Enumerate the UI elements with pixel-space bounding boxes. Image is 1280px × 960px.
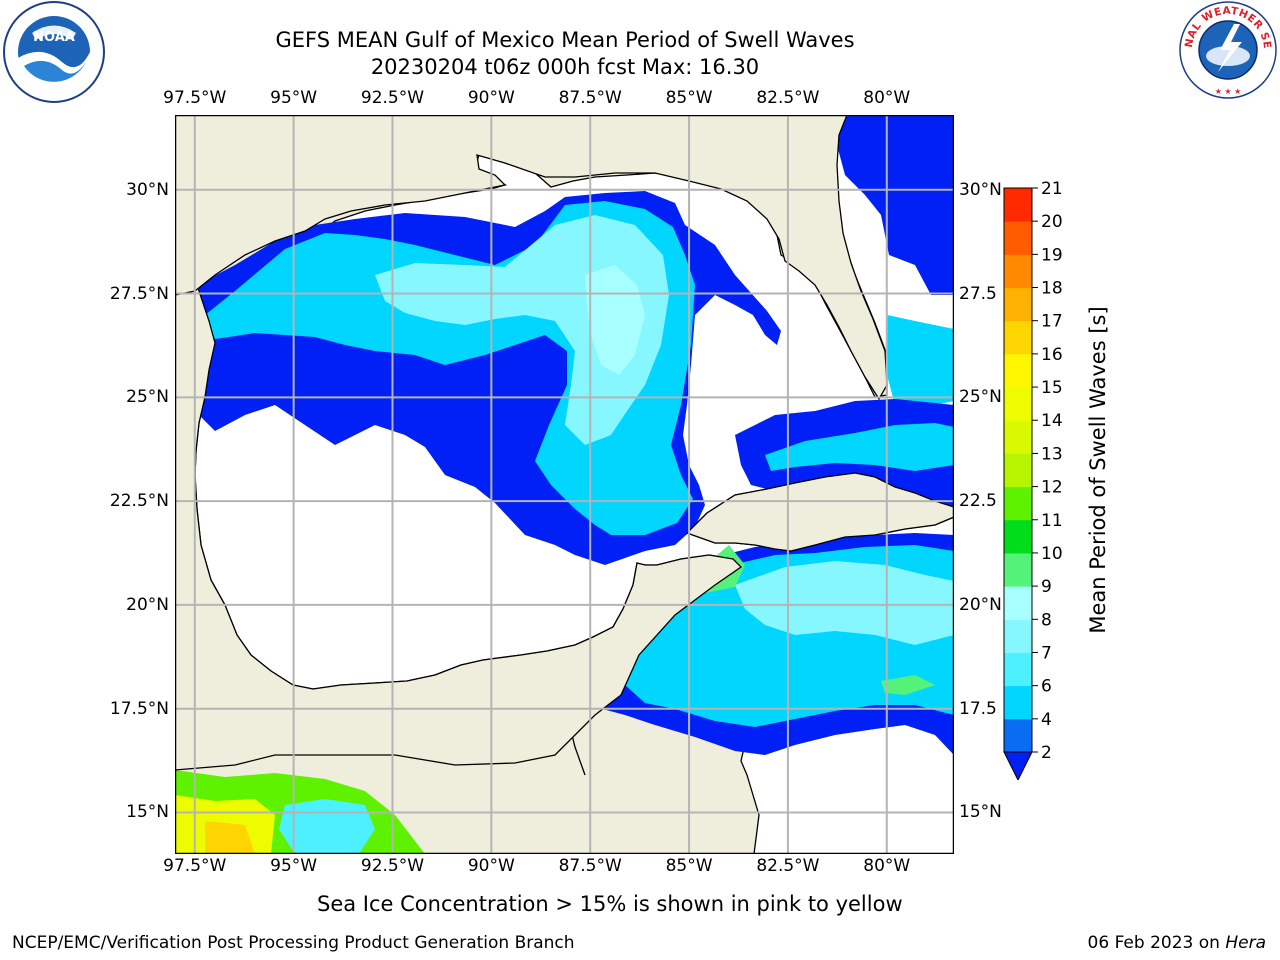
latitude-label-right: 27.5 — [959, 283, 997, 304]
longitude-label-top: 95°W — [270, 88, 318, 108]
colorbar-box — [1004, 453, 1032, 488]
colorbar-tick-label: 14 — [1041, 411, 1063, 431]
latitude-label-left: 30°N — [126, 179, 169, 200]
longitude-label-top: 87.5°W — [558, 88, 622, 108]
footer-host: Hera — [1225, 933, 1266, 953]
longitude-label-bottom: 85°W — [665, 856, 713, 876]
latitude-label-right: 22.5 — [959, 491, 997, 512]
colorbar-tick-label: 12 — [1041, 478, 1063, 498]
map-border — [175, 115, 954, 854]
colorbar-box — [1004, 353, 1032, 388]
nws-logo: NATIONAL WEATHER SERVICE ★ ★ ★ — [1178, 0, 1277, 99]
colorbar-box — [1004, 387, 1032, 421]
svg-text:★ ★ ★: ★ ★ ★ — [1215, 87, 1242, 96]
chart-title: GEFS MEAN Gulf of Mexico Mean Period of … — [275, 28, 855, 52]
colorbar-tick-label: 19 — [1041, 245, 1063, 265]
latitude-label-right: 17.5 — [959, 698, 997, 719]
colorbar-box — [1004, 586, 1032, 620]
colorbar-ticks: 2 4 6 7 8 9 10 11 12 13 14 15 16 17 18 19 20 21 — [1032, 180, 1063, 763]
latitude-label-right: 20°N — [959, 594, 1002, 615]
graticule — [175, 115, 954, 854]
longitude-label-top: 90°W — [467, 88, 515, 108]
colorbar-box — [1004, 718, 1032, 753]
colorbar-tick-label: 7 — [1041, 643, 1052, 663]
footer-date-text: 06 Feb 2023 on — [1087, 933, 1226, 953]
colorbar-tick-label: 10 — [1041, 544, 1063, 564]
colorbar-box — [1004, 287, 1032, 322]
colorbar-box — [1004, 221, 1032, 255]
latitude-label-left: 27.5°N — [109, 283, 169, 304]
longitude-label-bottom: 80°W — [863, 856, 911, 876]
colorbar-box — [1004, 685, 1032, 720]
colorbar-box — [1004, 486, 1032, 521]
latitude-label-left: 22.5°N — [109, 491, 169, 512]
colorbar-box — [1004, 519, 1032, 554]
longitude-label-bottom: 92.5°W — [360, 856, 425, 876]
footer-branch: NCEP/EMC/Verification Post Processing Pr… — [12, 933, 575, 953]
colorbar-label: Mean Period of Swell Waves [s] — [1086, 306, 1110, 634]
longitude-label-top: 85°W — [665, 88, 713, 108]
colorbar-tick-label: 18 — [1041, 279, 1063, 299]
longitude-label-bottom: 82.5°W — [756, 856, 820, 876]
colorbar-box — [1004, 619, 1032, 653]
colorbar-tick-label: 6 — [1041, 677, 1052, 697]
colorbar-tick-label: 11 — [1041, 511, 1063, 531]
sea-ice-note: Sea Ice Concentration > 15% is shown in … — [317, 892, 903, 916]
colorbar-tick-label: 15 — [1041, 378, 1063, 398]
colorbar-tick-label: 16 — [1041, 345, 1063, 365]
latitude-label-right: 25°N — [959, 387, 1002, 408]
longitude-label-bottom: 95°W — [270, 856, 318, 876]
colorbar-tick-label: 17 — [1041, 312, 1063, 332]
colorbar-box — [1004, 320, 1032, 355]
colorbar-box — [1004, 254, 1032, 289]
colorbar-tick-label: 21 — [1041, 180, 1063, 199]
colorbar-boxes — [1003, 187, 1033, 780]
colorbar-tick-label: 9 — [1041, 577, 1052, 597]
longitude-label-top: 97.5°W — [163, 88, 227, 108]
longitude-label-top: 82.5°W — [756, 88, 820, 108]
colorbar-tick-label: 2 — [1041, 743, 1052, 763]
longitude-label-bottom: 87.5°W — [558, 856, 622, 876]
colorbar: 2 4 6 7 8 9 10 11 12 13 14 15 16 17 18 19 20 21 — [1003, 180, 1063, 780]
longitude-label-bottom: 90°W — [467, 856, 515, 876]
chart-subtitle: 20230204 t06z 000h fcst Max: 16.30 — [370, 55, 760, 79]
colorbar-tick-label: 8 — [1041, 610, 1052, 630]
latitude-label-right: 30°N — [959, 179, 1002, 200]
latitude-label-right: 15°N — [959, 802, 1002, 823]
latitude-label-left: 15°N — [126, 802, 169, 823]
longitude-label-bottom: 97.5°W — [163, 856, 227, 876]
latitude-label-left: 17.5°N — [109, 698, 169, 719]
colorbar-box — [1004, 652, 1032, 687]
colorbar-tick-label: 20 — [1041, 212, 1063, 232]
noaa-logo: NOAA — [3, 1, 105, 103]
colorbar-extend-arrow — [1003, 751, 1033, 780]
swell-field — [175, 115, 954, 854]
colorbar-tick-label: 13 — [1041, 444, 1063, 464]
swell-period-map — [175, 115, 954, 854]
longitude-label-top: 80°W — [863, 88, 911, 108]
colorbar-box — [1004, 420, 1032, 454]
colorbar-tick-label: 4 — [1041, 710, 1052, 730]
latitude-label-left: 20°N — [126, 594, 169, 615]
colorbar-outline — [1003, 187, 1033, 753]
latitude-label-left: 25°N — [126, 387, 169, 408]
colorbar-box — [1004, 552, 1032, 587]
colorbar-box — [1004, 188, 1032, 222]
longitude-label-top: 92.5°W — [360, 88, 425, 108]
noaa-logo-text: NOAA — [33, 30, 75, 45]
footer-date: 06 Feb 2023 on Hera — [1088, 933, 1266, 953]
